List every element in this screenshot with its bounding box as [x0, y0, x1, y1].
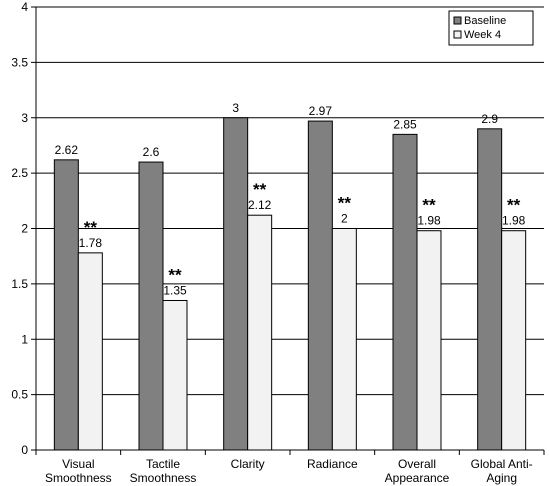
- axes: [35, 7, 545, 455]
- bar-week-4: [77, 252, 103, 451]
- data-label: 2.97: [309, 104, 333, 118]
- y-tick-label: 2: [21, 222, 28, 236]
- data-label: 2.6: [143, 145, 160, 159]
- data-labels: 2.62 1.78 2.6 1.35 3 2.12 2.97 2 2.85 1.98 2.9 1.98: [55, 101, 526, 298]
- y-tick-label: 4: [21, 0, 28, 14]
- bar-week-4: [162, 299, 188, 451]
- bar-week-4: [501, 230, 527, 451]
- legend-swatch: [453, 30, 462, 39]
- x-category-label: Overall Appearance: [385, 457, 450, 485]
- data-label: 1.78: [79, 236, 103, 250]
- significance-mark: **: [84, 218, 98, 237]
- bar-baseline: [392, 133, 418, 451]
- significance-mark: **: [253, 180, 267, 199]
- bar-week-4: [416, 230, 442, 451]
- data-label: 2.12: [248, 198, 272, 212]
- gridlines: [36, 6, 544, 396]
- bar-baseline: [223, 117, 249, 451]
- legend-box: [448, 10, 534, 46]
- data-label: 3: [232, 101, 239, 115]
- y-tick-label: 0: [21, 443, 28, 457]
- bar-baseline: [138, 161, 164, 451]
- x-category-label: Global Anti-Aging: [471, 457, 533, 485]
- bar-week-4: [331, 228, 357, 451]
- legend-entry: Baseline: [464, 15, 506, 27]
- significance-mark: **: [422, 196, 436, 215]
- legend-entry: Week 4: [464, 29, 501, 41]
- y-tick-label: 2.5: [11, 166, 28, 180]
- data-label: 1.35: [163, 283, 187, 297]
- data-label: 2: [341, 212, 348, 226]
- significance-mark: **: [168, 265, 182, 284]
- bar-baseline: [477, 128, 503, 451]
- significance-mark: **: [338, 194, 352, 213]
- x-axis-labels: Visual Smoothness Tactile Smoothness Clarity…: [45, 457, 533, 485]
- bar-baseline: [53, 159, 79, 451]
- data-label: 1.98: [502, 214, 526, 228]
- bar-week-4: [247, 214, 273, 451]
- y-axis-ticks: 0 0.5 1 1.5 2 2.5 3 3.5 4: [11, 0, 36, 457]
- y-tick-label: 1.5: [11, 277, 28, 291]
- data-label: 2.9: [481, 112, 498, 126]
- legend-swatch: [453, 16, 462, 25]
- x-category-label: Radiance: [307, 457, 358, 471]
- y-tick-label: 1: [21, 332, 28, 346]
- bars: [53, 117, 527, 451]
- y-tick-label: 3: [21, 111, 28, 125]
- x-category-label: Tactile Smoothness: [130, 457, 197, 485]
- data-label: 2.85: [393, 117, 417, 131]
- data-label: 1.98: [417, 214, 441, 228]
- y-tick-label: 0.5: [11, 388, 28, 402]
- legend: Baseline Week 4: [448, 10, 534, 46]
- y-tick-label: 3.5: [11, 55, 28, 69]
- significance-marks: ** ** ** ** ** **: [84, 180, 521, 284]
- x-category-label: Clarity: [231, 457, 265, 471]
- x-category-label: Visual Smoothness: [45, 457, 112, 485]
- bar-baseline: [307, 120, 333, 451]
- data-label: 2.62: [55, 143, 79, 157]
- significance-mark: **: [507, 196, 521, 215]
